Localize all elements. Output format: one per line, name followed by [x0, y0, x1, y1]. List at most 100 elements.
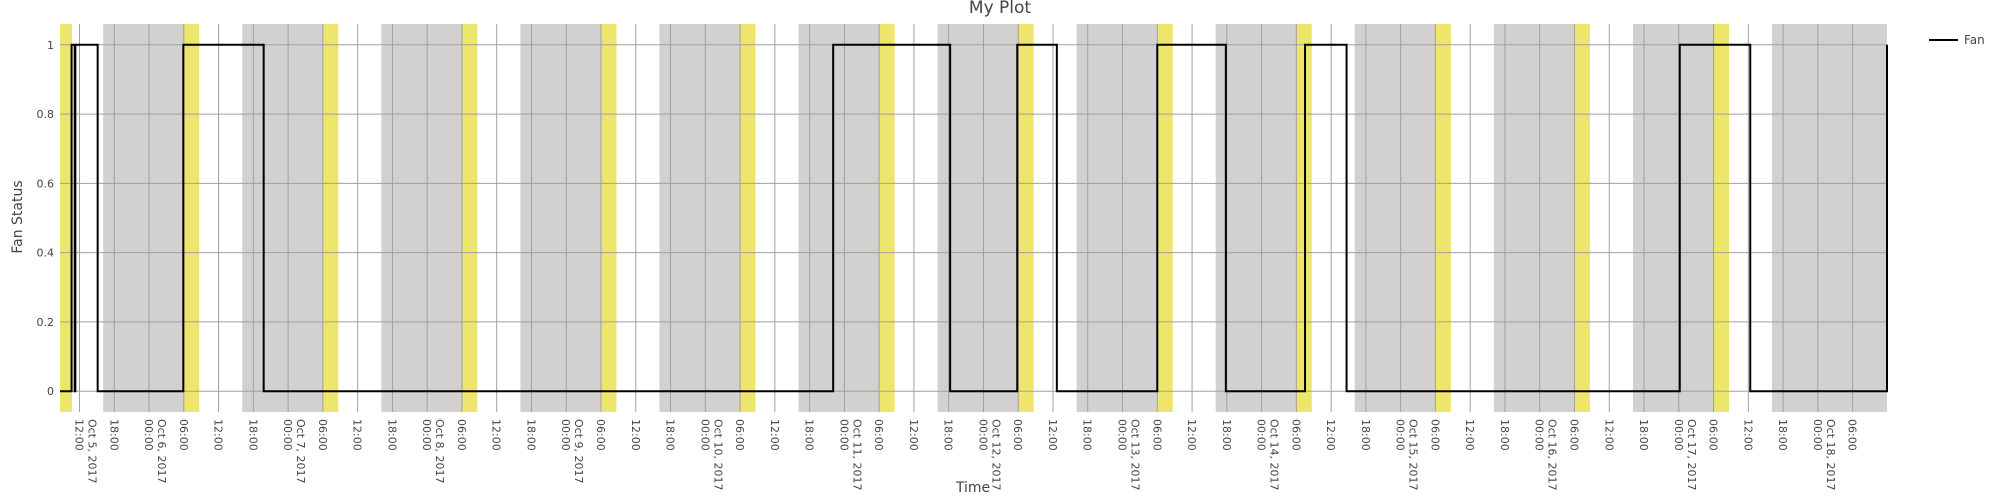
x-tick-time: 06:00: [455, 419, 468, 451]
y-axis-title: Fan Status: [10, 180, 26, 253]
x-tick-date: Oct 14, 2017: [1268, 419, 1281, 491]
x-tick: 00:00 Oct 14, 2017: [1255, 419, 1281, 491]
series-line-fan: [60, 43, 1888, 393]
x-tick-time: 12:00: [1741, 419, 1754, 451]
x-tick-date: Oct 15, 2017: [1407, 419, 1420, 491]
x-tick: 00:00 Oct 13, 2017: [1116, 419, 1142, 491]
x-tick: 12:00: [907, 419, 920, 451]
x-tick-time: 12:00: [1185, 419, 1198, 451]
x-tick-time: 00:00: [1672, 419, 1685, 451]
x-tick-time: 18:00: [1359, 419, 1372, 451]
x-tick: 18:00: [1081, 419, 1094, 451]
legend-label-fan: Fan: [1964, 33, 1985, 47]
shade-yellow-11: [1574, 24, 1590, 412]
x-axis-title: Time: [955, 480, 990, 496]
x-tick: 06:00: [872, 419, 885, 451]
x-tick-time: 00:00: [142, 419, 155, 451]
x-tick: 00:00 Oct 6, 2017: [142, 419, 168, 484]
x-tick-time: 12:00: [212, 419, 225, 451]
shade-yellow-7: [1018, 24, 1034, 412]
x-tick-time: 12:00: [629, 419, 642, 451]
x-tick: 12:00: [1602, 419, 1615, 451]
x-tick-time: 12:00: [1463, 419, 1476, 451]
x-tick-time: 00:00: [420, 419, 433, 451]
x-tick-date: Oct 17, 2017: [1685, 419, 1698, 491]
x-tick: 12:00: [490, 419, 503, 451]
x-tick: 18:00: [942, 419, 955, 451]
x-tick-time: 06:00: [1707, 419, 1720, 451]
y-tick-labels: 0 0.2 0.4 0.6 0.8 1: [37, 39, 55, 398]
y-tick-label: 0.2: [37, 316, 55, 329]
shade-gray-3: [520, 24, 602, 412]
x-tick: 06:00: [1150, 419, 1163, 451]
y-tick-label: 0.8: [37, 108, 55, 121]
x-tick-time: 18:00: [1081, 419, 1094, 451]
x-tick-time: 18:00: [803, 419, 816, 451]
x-tick-time: 06:00: [1289, 419, 1302, 451]
shade-gray-0: [103, 24, 184, 412]
x-tick: 18:00: [524, 419, 537, 451]
x-tick: 06:00: [1567, 419, 1580, 451]
x-tick-time: 00:00: [1811, 419, 1824, 451]
shade-gray-9: [1354, 24, 1436, 412]
shade-yellow-0: [60, 24, 72, 412]
x-tick-time: 12:00: [1602, 419, 1615, 451]
x-tick: 18:00: [385, 419, 398, 451]
shade-yellow-8: [1157, 24, 1173, 412]
x-tick-date: Oct 12, 2017: [989, 419, 1002, 491]
x-tick-time: 00:00: [559, 419, 572, 451]
x-tick-time: 18:00: [524, 419, 537, 451]
x-tick: 00:00 Oct 16, 2017: [1533, 419, 1559, 491]
y-tick-label: 1: [47, 39, 54, 52]
x-tick-time: 18:00: [385, 419, 398, 451]
x-tick: 00:00 Oct 11, 2017: [837, 419, 863, 491]
x-tick: 12:00: [1741, 419, 1754, 451]
x-tick-time: 00:00: [698, 419, 711, 451]
x-tick-time: 06:00: [1846, 419, 1859, 451]
chart-title: My Plot: [969, 0, 1032, 18]
shade-yellow-2: [322, 24, 339, 412]
shaded-regions: [60, 24, 1887, 412]
y-tick-label: 0: [47, 385, 54, 398]
x-tick-time: 18:00: [664, 419, 677, 451]
shade-yellow-1: [183, 24, 200, 412]
x-tick-time: 12:00: [490, 419, 503, 451]
x-tick: 00:00 Oct 8, 2017: [420, 419, 446, 484]
x-tick-time: 06:00: [733, 419, 746, 451]
x-tick-time: 18:00: [1776, 419, 1789, 451]
x-tick-time: 12:00: [1046, 419, 1059, 451]
x-tick: 00:00 Oct 12, 2017: [976, 419, 1002, 491]
shade-yellow-3: [461, 24, 478, 412]
x-tick: 18:00: [803, 419, 816, 451]
shade-gray-7: [1076, 24, 1158, 412]
x-tick: 00:00 Oct 9, 2017: [559, 419, 585, 484]
shade-yellow-10: [1435, 24, 1451, 412]
x-tick: 18:00: [1498, 419, 1511, 451]
x-tick-labels: 12:00 Oct 5, 2017 18:00 00:00 Oct 6, 2017 06:…: [73, 419, 1859, 491]
x-tick-time: 06:00: [177, 419, 190, 451]
x-tick: 12:00: [629, 419, 642, 451]
x-tick: 12:00: [1324, 419, 1337, 451]
x-tick: 06:00: [177, 419, 190, 451]
x-tick-time: 12:00: [907, 419, 920, 451]
x-tick: 06:00: [594, 419, 607, 451]
x-tick: 18:00: [107, 419, 120, 451]
x-tick: 18:00: [1637, 419, 1650, 451]
x-tick: 18:00: [664, 419, 677, 451]
x-tick-date: Oct 7, 2017: [294, 419, 307, 484]
x-tick-time: 00:00: [1394, 419, 1407, 451]
x-tick: 12:00: [351, 419, 364, 451]
x-tick-date: Oct 13, 2017: [1129, 419, 1142, 491]
x-tick-time: 00:00: [837, 419, 850, 451]
x-tick: 18:00: [1776, 419, 1789, 451]
x-tick-date: Oct 18, 2017: [1824, 419, 1837, 491]
legend[interactable]: Fan: [1929, 33, 1985, 47]
x-tick-time: 18:00: [1498, 419, 1511, 451]
x-tick: 06:00: [1289, 419, 1302, 451]
x-tick-time: 12:00: [768, 419, 781, 451]
x-tick: 12:00: [1463, 419, 1476, 451]
x-tick-time: 00:00: [1533, 419, 1546, 451]
x-tick: 06:00: [1428, 419, 1441, 451]
x-tick: 06:00: [455, 419, 468, 451]
series-layer: [60, 43, 1888, 393]
